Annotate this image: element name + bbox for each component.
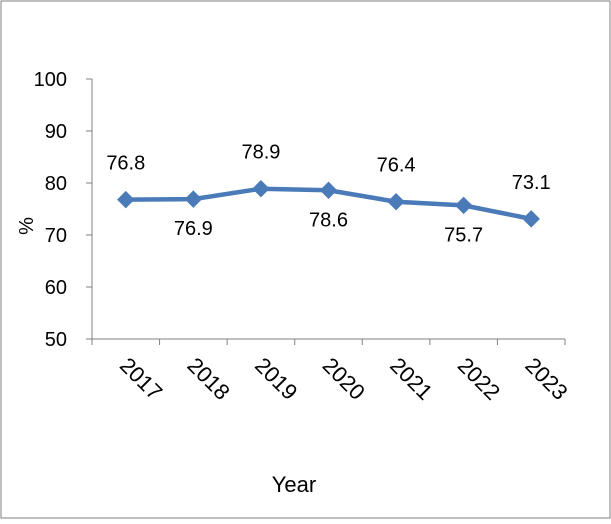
y-tick-label: 90 (45, 121, 67, 143)
data-label: 76.9 (174, 218, 213, 240)
data-point-marker (319, 181, 338, 199)
data-point-marker (387, 193, 405, 211)
data-point-marker (252, 180, 270, 198)
data-label: 76.8 (106, 153, 145, 175)
data-labels: 76.8 76.9 78.9 78.6 76.4 75.7 73.1 (106, 142, 550, 247)
y-tick-label: 60 (45, 277, 67, 299)
data-label: 78.9 (241, 142, 280, 164)
y-axis-title: % (16, 217, 38, 235)
data-point-marker (184, 190, 203, 208)
data-label: 73.1 (512, 172, 551, 194)
y-tick-label: 100 (34, 69, 67, 91)
x-axis-title: Year (272, 472, 316, 497)
data-label: 75.7 (444, 224, 483, 246)
data-label: 78.6 (309, 209, 348, 231)
y-tick-label: 70 (45, 225, 67, 247)
data-point-marker (454, 196, 473, 215)
series-group (117, 180, 540, 228)
y-tick-label: 50 (45, 329, 67, 351)
data-point-marker (522, 210, 540, 228)
y-axis: 50 60 70 80 90 100 (34, 69, 93, 351)
data-label: 76.4 (377, 155, 416, 177)
y-tick-label: 80 (45, 173, 67, 195)
data-point-marker (117, 190, 135, 209)
